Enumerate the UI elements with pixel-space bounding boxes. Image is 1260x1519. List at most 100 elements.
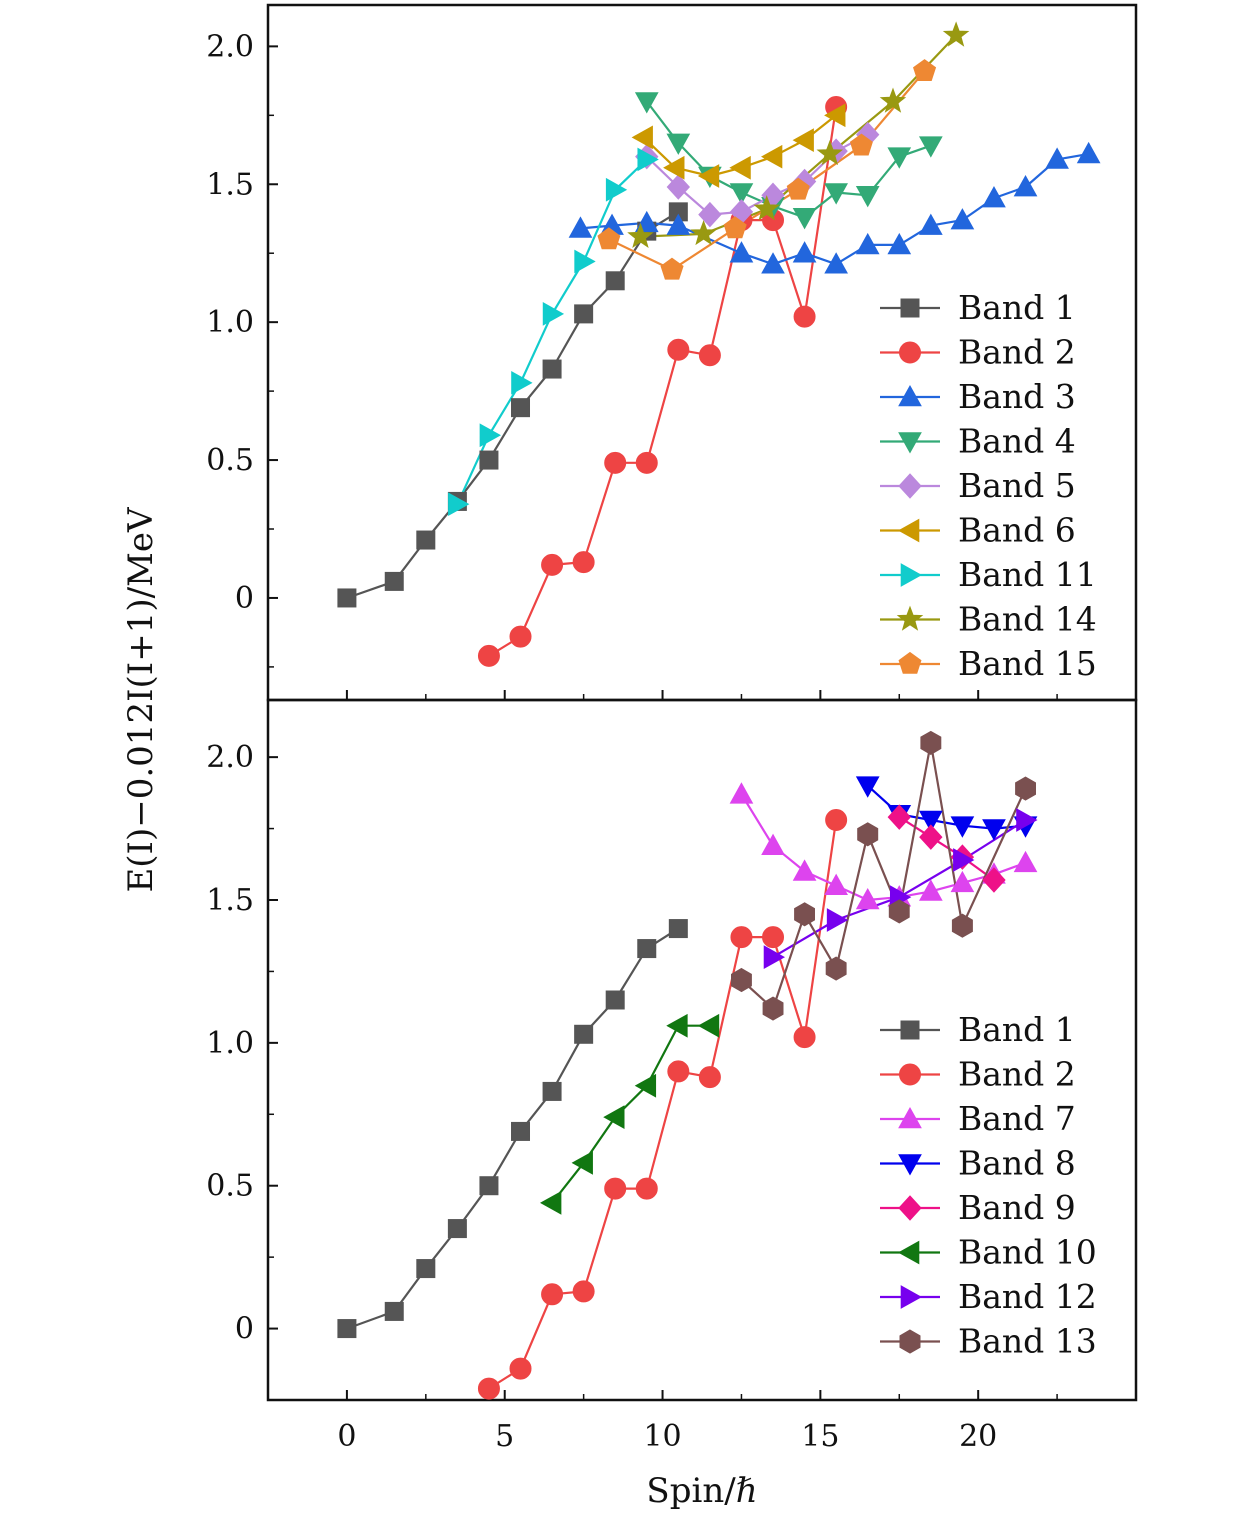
data-point (603, 1105, 625, 1129)
legend-label: Band 5 (958, 466, 1076, 505)
data-point (568, 216, 593, 238)
data-point (479, 423, 501, 448)
data-point (337, 588, 357, 608)
data-point (384, 1301, 404, 1321)
series-line-band-4 (645, 100, 932, 219)
legend-label: Band 13 (958, 1322, 1097, 1361)
data-point (920, 730, 942, 755)
data-point (416, 530, 436, 550)
x-tick-label: 20 (959, 1419, 997, 1454)
data-point (792, 128, 814, 152)
data-point (604, 1177, 627, 1200)
legend-marker (899, 1329, 921, 1354)
data-point (605, 177, 628, 202)
data-point (794, 902, 815, 927)
legend-label: Band 1 (958, 1010, 1076, 1049)
data-point (950, 816, 975, 838)
data-point (729, 183, 754, 205)
data-point (729, 782, 754, 804)
data-point (1015, 776, 1036, 801)
data-point (597, 227, 621, 250)
data-point (982, 819, 1006, 841)
data-point (855, 185, 880, 208)
y-tick-label: 1.0 (206, 305, 254, 340)
y-axis-title: E(I)−0.012I(I+1)/MeV (121, 506, 161, 893)
legend-marker (899, 1063, 921, 1086)
data-point (634, 1073, 657, 1098)
data-point (1076, 141, 1101, 164)
data-point (953, 848, 975, 872)
data-point (337, 1319, 357, 1339)
data-point (571, 1151, 593, 1175)
x-axis-title: Spin/ℏ (646, 1471, 757, 1511)
y-tick-label: 1.0 (206, 1026, 254, 1061)
data-point (729, 241, 754, 263)
legend-marker (900, 1020, 920, 1040)
data-point (668, 919, 688, 939)
data-point (605, 990, 625, 1010)
data-point (887, 232, 912, 255)
data-point (763, 945, 786, 969)
data-point (666, 213, 691, 235)
data-point (824, 873, 848, 896)
x-axis: 0 5 10 15 20 (337, 1419, 997, 1454)
legend-label: Band 9 (958, 1188, 1076, 1227)
data-point (511, 370, 533, 395)
data-point (663, 155, 685, 180)
data-point (1045, 147, 1069, 169)
data-point (605, 271, 625, 291)
y-tick-label: 2.0 (206, 740, 254, 775)
data-point (793, 305, 816, 328)
data-point (574, 304, 594, 324)
legend-label: Band 7 (958, 1099, 1076, 1138)
series-line-band-2 (488, 106, 838, 657)
data-point (509, 625, 532, 648)
x-tick-label: 15 (801, 1419, 839, 1454)
data-point (479, 1176, 499, 1196)
legend-marker (898, 384, 922, 407)
legend-marker (896, 605, 924, 631)
legend-marker (898, 1195, 922, 1221)
data-point (541, 553, 564, 576)
data-point (698, 201, 722, 228)
data-point (918, 213, 943, 235)
y-tick-label: 0.5 (206, 1169, 254, 1204)
legend-label: Band 11 (958, 555, 1097, 594)
y-tick-label: 2.0 (206, 29, 254, 64)
data-point (1013, 850, 1038, 873)
legend-marker (900, 563, 923, 587)
data-point (826, 908, 849, 932)
y-tick-label: 0 (235, 1312, 254, 1347)
legend-marker (897, 1240, 920, 1265)
data-point (760, 144, 783, 169)
data-point (761, 833, 785, 856)
data-point (950, 208, 975, 230)
legend-marker (899, 341, 921, 364)
data-point (942, 21, 970, 47)
data-point (542, 359, 562, 379)
data-point (631, 125, 653, 150)
data-point (667, 1060, 690, 1083)
data-point (627, 222, 654, 248)
data-point (857, 822, 879, 847)
data-point (574, 249, 596, 274)
data-point (1013, 174, 1038, 197)
data-point (384, 571, 404, 591)
legend-marker (898, 1154, 922, 1176)
data-point (637, 939, 657, 959)
data-point (849, 133, 873, 156)
legend-label: Band 4 (958, 422, 1076, 461)
y-tick-label: 0 (235, 581, 254, 616)
data-point (666, 1013, 688, 1038)
legend-marker (898, 432, 922, 454)
data-point (824, 252, 848, 274)
data-point (888, 899, 910, 924)
data-point (816, 139, 844, 166)
data-point (690, 219, 717, 246)
data-point (447, 1219, 467, 1239)
legend-label: Band 1 (958, 288, 1076, 327)
data-point (572, 1280, 595, 1303)
legend-label: Band 6 (958, 511, 1076, 550)
